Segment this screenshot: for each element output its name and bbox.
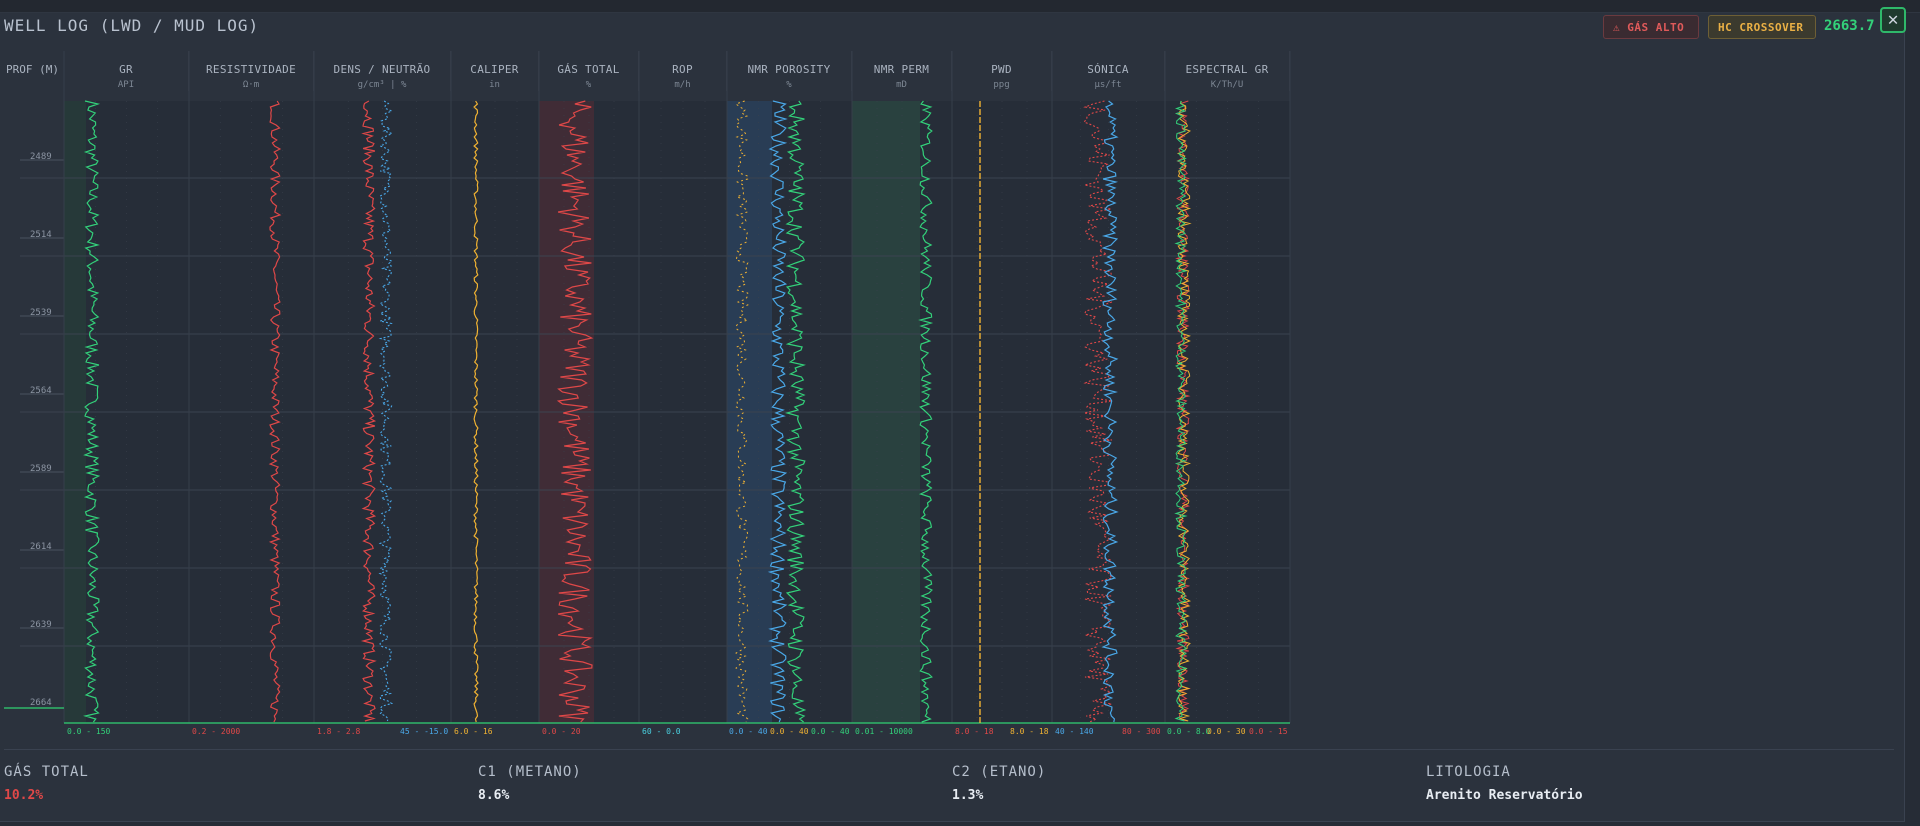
scale-pwd-1: 8.0 - 18 (955, 727, 994, 736)
scale-nmr-porosity-1: 0.0 - 40 (729, 727, 768, 736)
scale-spectral-2: 0.0 - 30 (1207, 727, 1246, 736)
scale-label: 8.0 - 18 (1010, 727, 1049, 736)
stat-c2-ethane: C2 (ETANO) 1.3% (952, 764, 1047, 803)
scale-neutron: 45 - -15.0 (400, 727, 448, 736)
scale-nmr-perm: 0.01 - 10000 (855, 727, 913, 736)
scale-label: 0.01 - 10000 (855, 727, 913, 736)
scale-label: 80 - 300 (1122, 727, 1161, 736)
scale-label: 0.0 - 30 (1207, 727, 1246, 736)
scale-spectral-1: 0.0 - 8.0 (1167, 727, 1210, 736)
scale-pwd-2: 8.0 - 18 (1010, 727, 1049, 736)
scale-gr: 0.0 - 150 (67, 727, 110, 736)
scale-label: 0.2 - 2000 (192, 727, 241, 736)
gas-alert-badge: ⚠ GÁS ALTO (1603, 15, 1699, 39)
scale-label: 1.8 - 2.8 (317, 727, 361, 736)
depth-header: PROF (M) (6, 63, 59, 76)
scale-label: 0.0 - 8.0 (1167, 727, 1211, 736)
panel-title: WELL LOG (LWD / MUD LOG) (4, 16, 260, 35)
top-strip (0, 0, 1920, 13)
scale-sonic-2: 80 - 300 (1122, 727, 1161, 736)
depth-tick: 2614 (30, 542, 52, 552)
scale-label: 0.0 - 40 (770, 727, 809, 736)
scale-label: 6.0 - 16 (454, 727, 493, 736)
divider (4, 749, 1894, 750)
scale-label: 8.0 - 18 (955, 727, 994, 736)
stat-lithology: LITOLOGIA Arenito Reservatório (1426, 764, 1583, 803)
scale-label: 0.0 - 150 (67, 727, 111, 736)
nmr-porosity-ffi-curve (734, 100, 750, 723)
scale-label: 60 - 0.0 (642, 727, 681, 736)
resistivity-curve (268, 100, 282, 723)
hc-crossover-badge: HC CROSSOVER (1708, 15, 1816, 39)
depth-tick: 2564 (30, 386, 52, 396)
scale-density: 1.8 - 2.8 (317, 727, 360, 736)
caliper-curve (473, 100, 479, 723)
stat-c1-methane: C1 (METANO) 8.6% (478, 764, 582, 803)
neutron-curve (378, 100, 394, 722)
scale-nmr-porosity-2: 0.0 - 40 (770, 727, 809, 736)
close-button[interactable]: ✕ (1880, 7, 1906, 33)
nmr-perm-curve (918, 100, 934, 723)
nmr-porosity-total-curve (767, 100, 788, 723)
density-curve (360, 100, 377, 722)
scale-spectral-3: 0.0 - 15 (1249, 727, 1288, 736)
depth-tick: 2589 (30, 464, 52, 474)
scale-total-gas: 0.0 - 20 (542, 727, 581, 736)
scale-label: 0.0 - 40 (729, 727, 768, 736)
nmr-porosity-bvi-curve (784, 100, 807, 723)
scale-label: 45 - -15.0 (400, 727, 449, 736)
scale-sonic-1: 40 - 140 (1055, 727, 1094, 736)
sonic-compressional-curve (1101, 100, 1119, 723)
scale-label: 40 - 140 (1055, 727, 1094, 736)
sonic-shear-curve (1083, 100, 1114, 723)
scale-label: 0.0 - 20 (542, 727, 581, 736)
close-icon: ✕ (1887, 9, 1899, 30)
depth-tick: 2664 (30, 698, 52, 708)
scale-resistivity: 0.2 - 2000 (192, 727, 240, 736)
spectral-k-curve (1174, 100, 1188, 722)
depth-tick: 2539 (30, 308, 52, 318)
gr-curve (83, 100, 101, 723)
scale-label: 0.0 - 15 (1249, 727, 1288, 736)
scale-rop: 60 - 0.0 (642, 727, 681, 736)
total-gas-curve (556, 100, 594, 723)
stat-total-gas: GÁS TOTAL 10.2% (4, 764, 89, 803)
scale-nmr-porosity-3: 0.0 - 40 (811, 727, 850, 736)
scale-caliper: 6.0 - 16 (454, 727, 493, 736)
current-depth: 2663.7 m (1824, 18, 1892, 34)
scale-label: 0.0 - 40 (811, 727, 850, 736)
depth-tick: 2489 (30, 152, 52, 162)
depth-tick: 2514 (30, 230, 52, 240)
depth-tick: 2639 (30, 620, 52, 630)
